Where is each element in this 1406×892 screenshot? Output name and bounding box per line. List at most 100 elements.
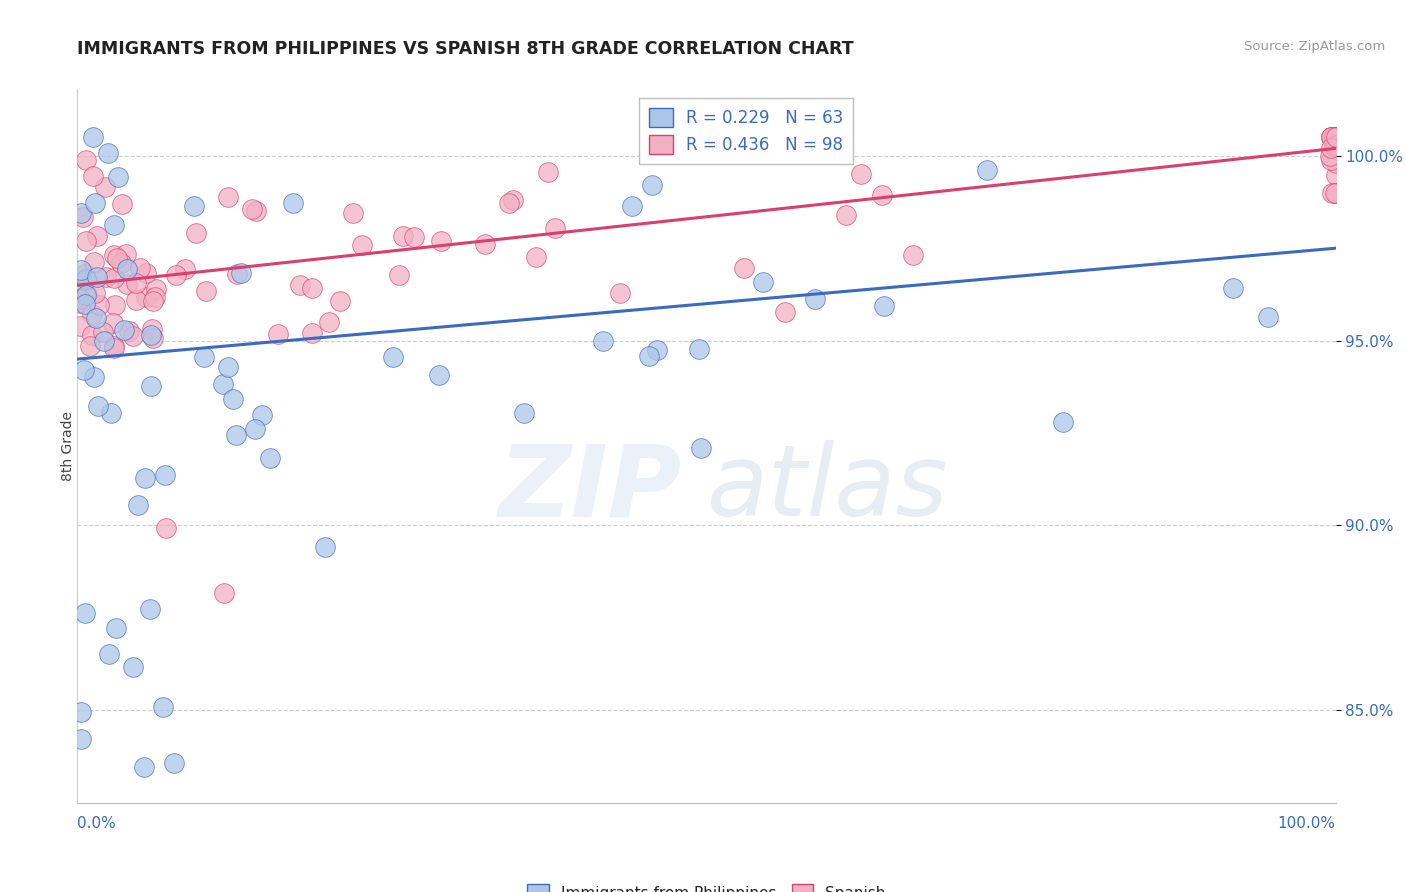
Point — [103, 342, 125, 356]
Point — [382, 350, 405, 364]
Point — [301, 326, 323, 340]
Point — [752, 275, 775, 289]
Point — [104, 621, 127, 635]
Point — [502, 194, 524, 208]
Point — [122, 660, 145, 674]
Point — [1323, 130, 1346, 145]
Point — [82, 130, 104, 145]
Point — [690, 441, 713, 455]
Point — [72, 363, 94, 377]
Point — [122, 329, 145, 343]
Point — [84, 285, 107, 300]
Point — [141, 322, 163, 336]
Point — [83, 369, 105, 384]
Point — [342, 205, 364, 219]
Point — [870, 187, 893, 202]
Point — [75, 272, 97, 286]
Point — [498, 196, 520, 211]
Point — [107, 169, 129, 184]
Point — [94, 270, 117, 285]
Point — [640, 178, 662, 192]
Point — [250, 408, 273, 422]
Point — [129, 260, 152, 275]
Text: 0.0%: 0.0% — [77, 816, 117, 831]
Point — [83, 255, 105, 269]
Point — [872, 299, 894, 313]
Point — [211, 377, 233, 392]
Text: ZIP: ZIP — [498, 441, 682, 537]
Point — [901, 248, 924, 262]
Point — [110, 256, 132, 270]
Point — [1324, 155, 1347, 169]
Point — [222, 392, 245, 406]
Point — [165, 268, 187, 283]
Point — [111, 196, 134, 211]
Text: 100.0%: 100.0% — [1278, 816, 1336, 831]
Point — [73, 297, 96, 311]
Point — [242, 202, 264, 216]
Point — [329, 293, 352, 308]
Point — [217, 190, 239, 204]
Point — [125, 293, 148, 308]
Point — [69, 319, 91, 334]
Point — [174, 261, 197, 276]
Point — [87, 400, 110, 414]
Point — [1320, 130, 1343, 145]
Point — [1320, 141, 1343, 155]
Point — [142, 330, 165, 344]
Point — [1323, 139, 1346, 153]
Point — [193, 350, 215, 364]
Point — [163, 756, 186, 770]
Text: Source: ZipAtlas.com: Source: ZipAtlas.com — [1244, 40, 1385, 54]
Point — [72, 210, 94, 224]
Point — [1320, 153, 1343, 167]
Point — [318, 315, 340, 329]
Point — [688, 342, 710, 356]
Point — [94, 180, 117, 194]
Point — [592, 334, 614, 348]
Point — [145, 290, 167, 304]
Point — [152, 699, 174, 714]
Point — [134, 471, 156, 485]
Point — [112, 323, 135, 337]
Point — [429, 368, 451, 382]
Point — [103, 248, 125, 262]
Point — [83, 195, 105, 210]
Point — [1324, 186, 1347, 200]
Point — [70, 206, 93, 220]
Point — [513, 406, 536, 420]
Point — [70, 731, 93, 746]
Point — [73, 606, 96, 620]
Point — [620, 199, 643, 213]
Point — [70, 705, 93, 719]
Point — [139, 379, 162, 393]
Point — [1322, 130, 1344, 145]
Point — [229, 266, 252, 280]
Point — [609, 286, 631, 301]
Point — [537, 165, 560, 179]
Point — [834, 208, 856, 222]
Point — [117, 324, 139, 338]
Point — [1222, 280, 1244, 294]
Point — [352, 237, 374, 252]
Point — [84, 310, 107, 325]
Point — [543, 221, 565, 235]
Point — [733, 260, 755, 275]
Point — [103, 270, 125, 285]
Point — [82, 169, 104, 184]
Point — [70, 263, 93, 277]
Point — [402, 229, 425, 244]
Point — [1324, 130, 1347, 145]
Point — [637, 349, 659, 363]
Point — [314, 540, 336, 554]
Point — [155, 521, 177, 535]
Point — [69, 296, 91, 310]
Point — [127, 498, 149, 512]
Point — [117, 277, 139, 292]
Point — [851, 167, 873, 181]
Point — [75, 235, 97, 249]
Point — [86, 229, 108, 244]
Point — [86, 270, 108, 285]
Y-axis label: 8th Grade: 8th Grade — [60, 411, 75, 481]
Point — [1324, 130, 1347, 145]
